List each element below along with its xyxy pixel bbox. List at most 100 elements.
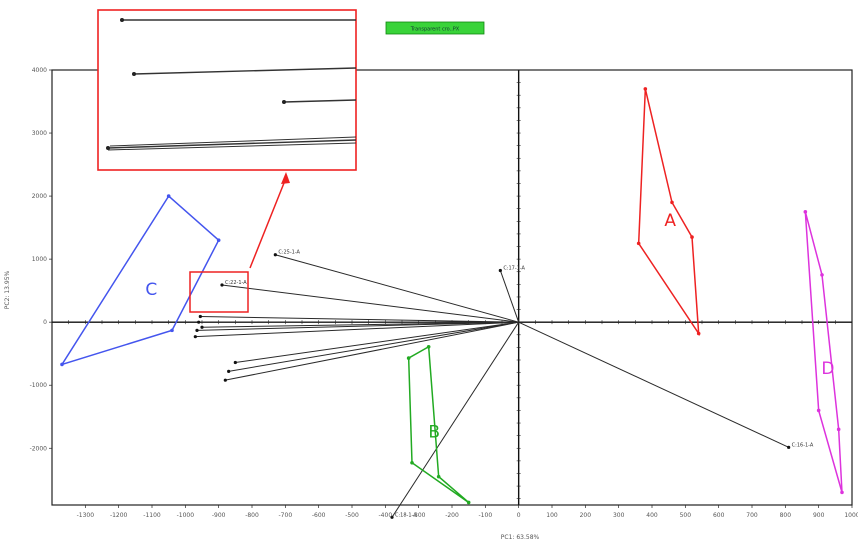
inset-vector-tip xyxy=(282,100,286,104)
inset-vector-tip xyxy=(120,18,124,22)
group-d-point xyxy=(820,273,824,277)
loading-vector xyxy=(228,321,519,372)
y-tick-label: -1000 xyxy=(30,382,48,389)
inset-vector-line xyxy=(107,139,357,149)
loading-vector xyxy=(235,321,519,364)
inset-vector-line xyxy=(133,67,357,75)
loading-vector xyxy=(201,321,519,328)
x-tick-label: -200 xyxy=(445,512,459,519)
loading-vector-tip xyxy=(195,328,199,332)
loading-vector xyxy=(275,254,519,323)
y-tick-label: 0 xyxy=(43,319,47,326)
loading-vector xyxy=(391,321,520,518)
loading-vector-label: C:22-1-A xyxy=(225,280,247,286)
x-tick-label: -500 xyxy=(345,512,359,519)
tick-labels-layer: -1300 -1200 -1100 -1000 -900 -800 -700 -600 -500… xyxy=(30,67,858,519)
group-a-point xyxy=(636,241,641,246)
y-tick-label: 4000 xyxy=(32,67,47,74)
loading-vector-tip xyxy=(390,515,394,519)
x-tick-label: 800 xyxy=(780,512,792,519)
zoom-arrowhead xyxy=(281,172,290,184)
loading-vectors-layer: C:25-1-A C:22-1-A C:17-1-A C:16-1-A C:18-1-A xyxy=(193,250,814,519)
x-tick-label: 900 xyxy=(813,512,825,519)
x-tick-label: -1000 xyxy=(177,512,195,519)
group-d-polygon xyxy=(804,211,843,493)
loading-vector xyxy=(196,321,519,331)
group-c-point xyxy=(170,328,174,333)
loading-vector-tip xyxy=(193,335,197,339)
group-a-point xyxy=(643,87,648,91)
loading-vector-label: C:18-1-A xyxy=(395,512,417,518)
x-tick-label: 0 xyxy=(517,512,521,519)
y-tick-label: 2000 xyxy=(32,193,47,200)
loading-vector xyxy=(225,321,519,381)
x-tick-label: 700 xyxy=(746,512,758,519)
legend-badge xyxy=(385,21,485,35)
group-a-polygon xyxy=(637,88,700,337)
group-polygons-layer: A B C D xyxy=(60,87,844,505)
loading-vector-label: C:16-1-A xyxy=(792,442,814,448)
zoom-inset-panel xyxy=(97,9,357,171)
group-c-polygon xyxy=(60,194,220,366)
loading-vector-label: C:17-1-A xyxy=(503,265,525,271)
loading-vector xyxy=(518,321,789,448)
group-b-point xyxy=(426,344,431,349)
x-tick-label: -1300 xyxy=(77,512,95,519)
group-c-label: C xyxy=(145,280,157,300)
loading-vector xyxy=(200,316,519,323)
group-b-point xyxy=(410,460,414,465)
group-b-polygon xyxy=(407,345,470,504)
group-a-label: A xyxy=(664,211,676,231)
loading-vector-tip xyxy=(200,325,204,329)
x-tick-label: -1200 xyxy=(110,512,128,519)
group-a-point xyxy=(696,331,701,336)
x-tick-label: -600 xyxy=(312,512,326,519)
x-axis-title: PC1: 63.58% xyxy=(501,534,540,541)
y-tick-label: -2000 xyxy=(30,445,48,452)
group-d-point xyxy=(836,427,841,432)
group-a-point xyxy=(690,235,694,239)
loading-vector-tip xyxy=(198,314,202,319)
group-a-point xyxy=(670,200,674,205)
x-tick-label: 200 xyxy=(580,512,592,519)
x-tick-label: -100 xyxy=(479,512,493,519)
group-b-label: B xyxy=(428,422,440,442)
inset-vector-line xyxy=(107,142,357,151)
group-c-point xyxy=(60,362,64,367)
group-c-point xyxy=(216,238,221,243)
inset-vector-tip xyxy=(132,72,136,76)
x-tick-label: -300 xyxy=(412,512,426,519)
group-b-point xyxy=(436,474,441,479)
x-tick-label: 600 xyxy=(713,512,725,519)
loading-vector-tip xyxy=(498,268,502,273)
x-tick-label: 300 xyxy=(613,512,625,519)
inset-vector-tip xyxy=(106,146,110,150)
x-tick-label: -1100 xyxy=(143,512,161,519)
zoom-selection-box xyxy=(189,271,249,313)
y-tick-label: 3000 xyxy=(32,130,47,137)
loading-vector-tip xyxy=(273,253,277,257)
group-d-point xyxy=(816,408,821,413)
x-tick-label: -400 xyxy=(379,512,393,519)
group-b-point xyxy=(406,356,411,360)
legend-badge-text: Transparent cro..PX xyxy=(410,27,460,33)
group-c-point xyxy=(166,194,171,198)
group-d-point xyxy=(803,210,808,214)
loading-vector-tip xyxy=(233,360,237,365)
loading-vector-label: C:25-1-A xyxy=(278,250,300,256)
zoom-arrow xyxy=(249,177,287,269)
inset-vector-line xyxy=(109,136,357,147)
group-d-point xyxy=(840,490,844,495)
loading-vector xyxy=(499,270,520,323)
group-b-point xyxy=(466,500,471,505)
inset-vector-line xyxy=(283,99,357,103)
loading-vector xyxy=(221,284,519,323)
loading-vector-tip xyxy=(787,445,791,449)
loading-vector-tip xyxy=(197,320,201,324)
x-tick-label: -800 xyxy=(245,512,259,519)
y-tick-label: 1000 xyxy=(32,256,47,263)
loading-vector-tip xyxy=(227,369,231,373)
group-d-label: D xyxy=(821,359,834,379)
